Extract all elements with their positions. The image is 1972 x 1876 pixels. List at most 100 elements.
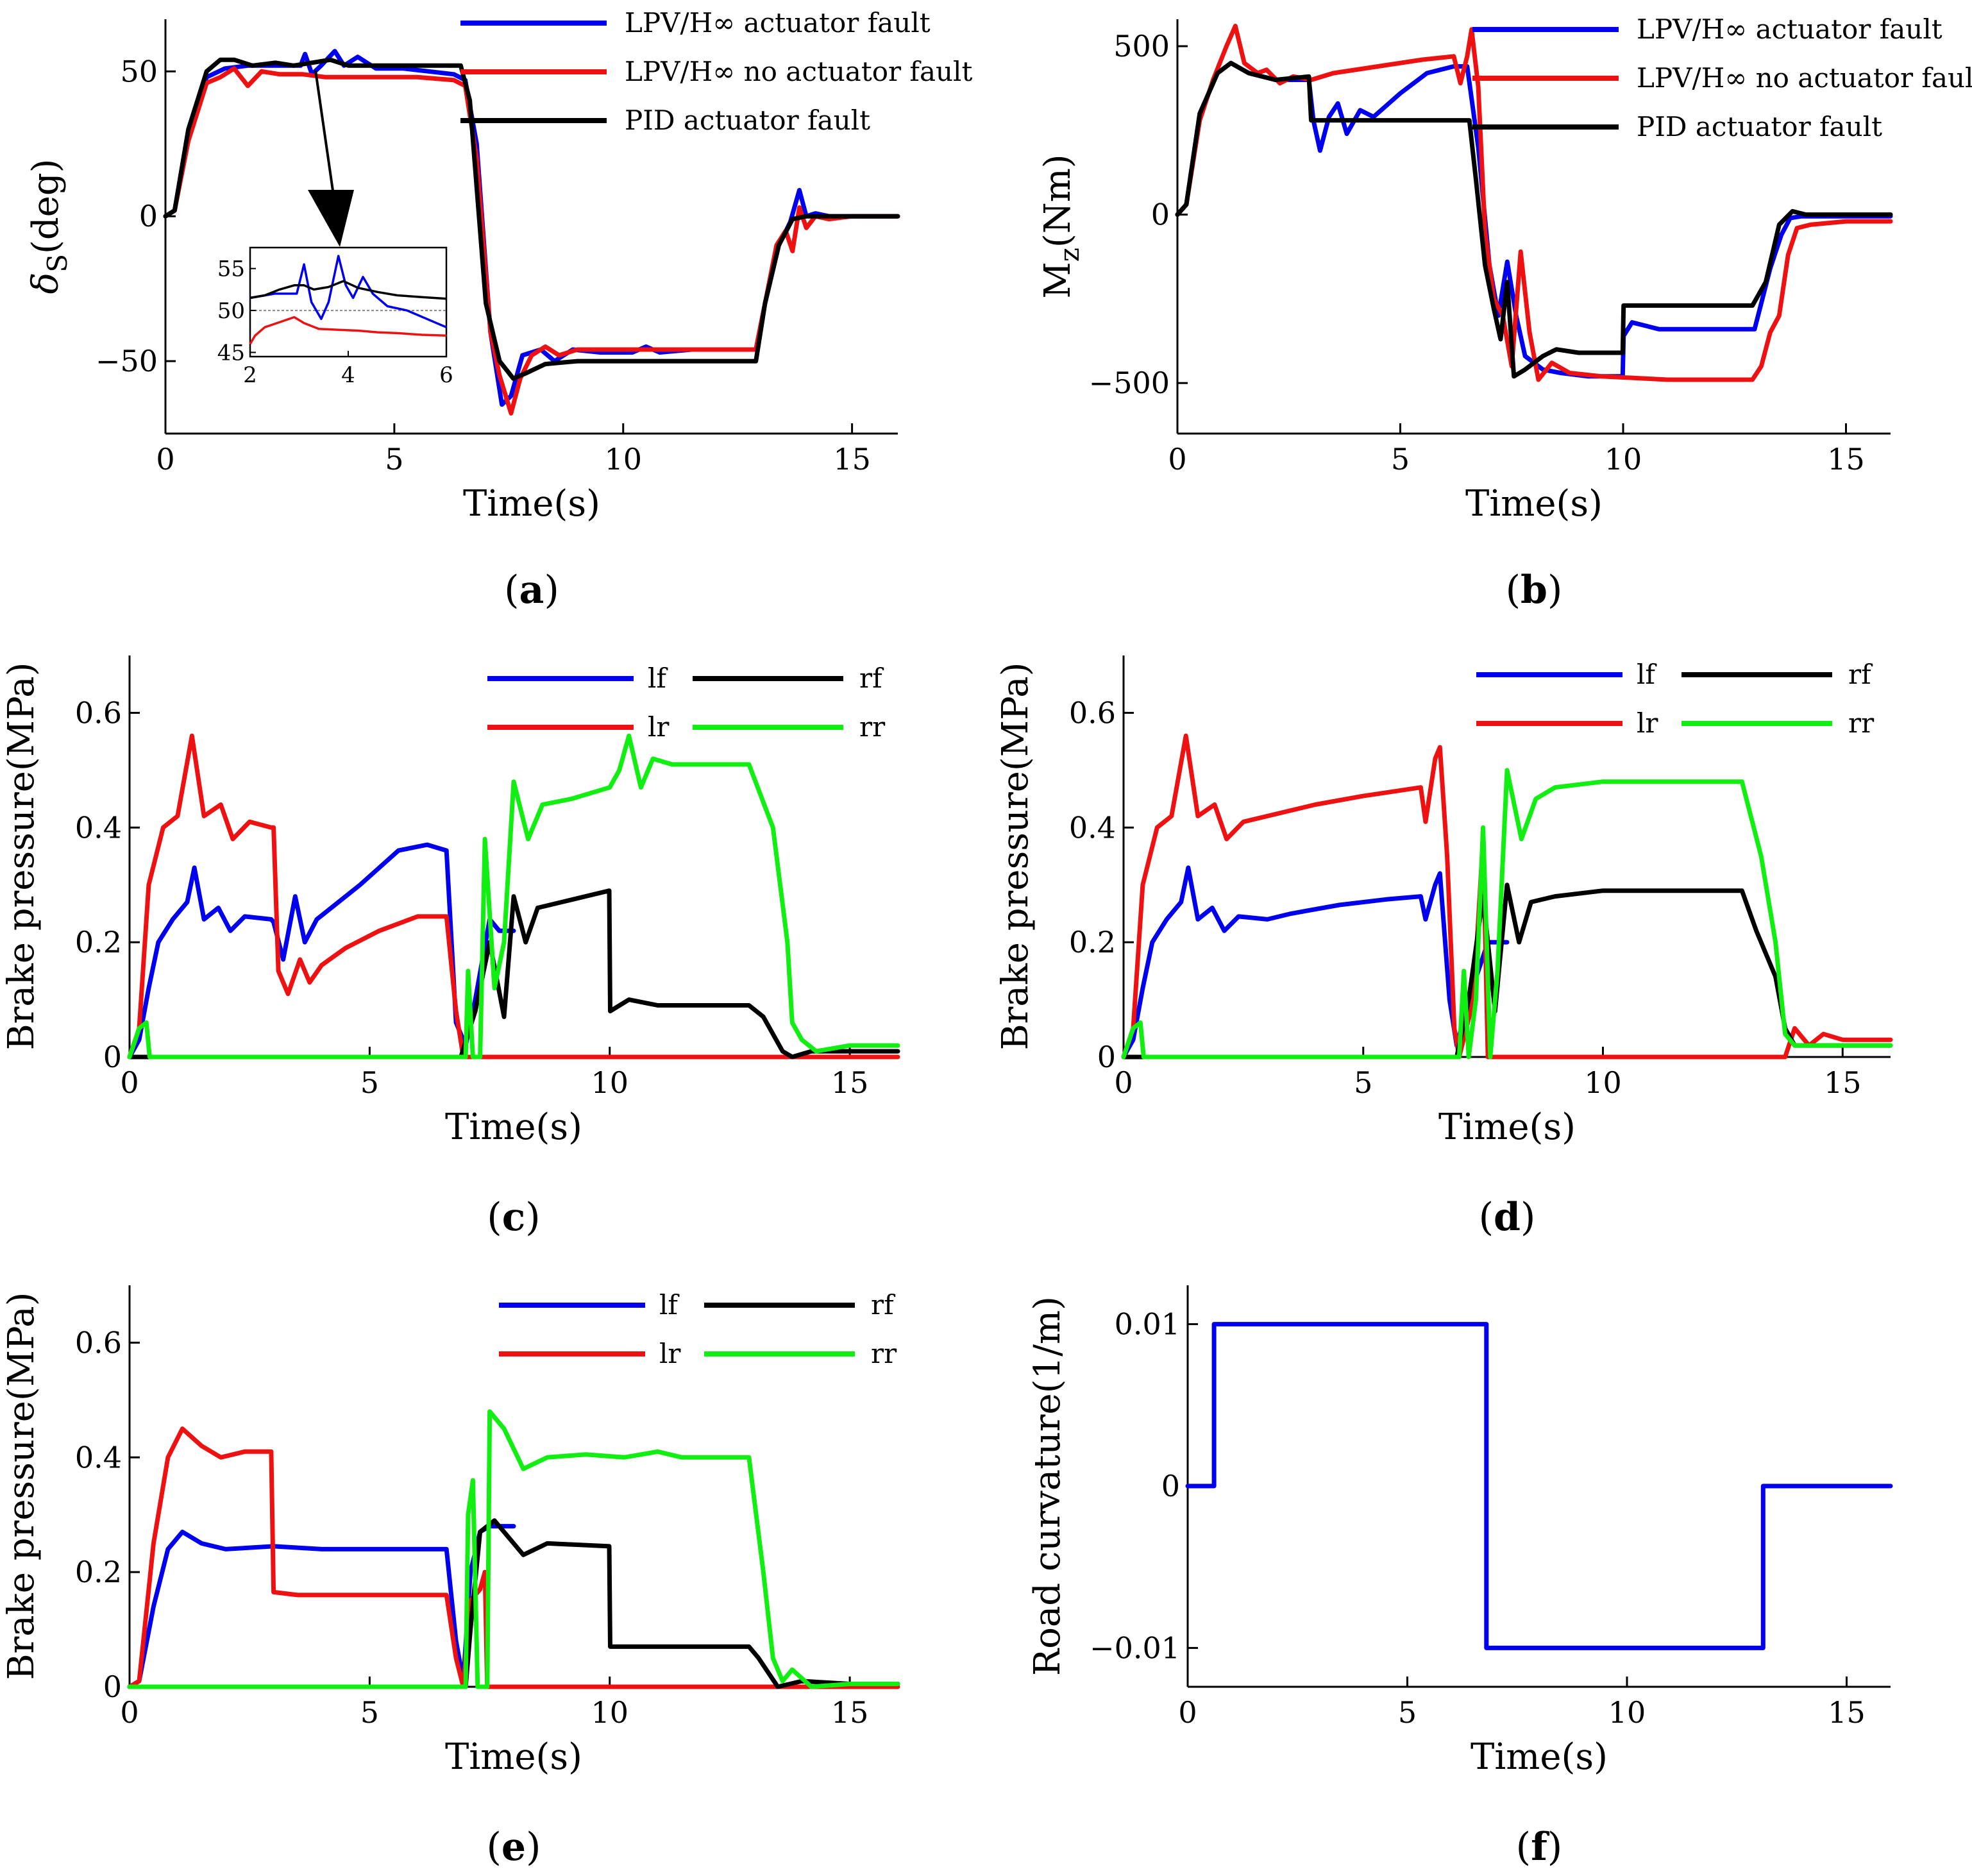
- caption-paren: (: [1479, 1195, 1494, 1240]
- y-tick-label: 0.6: [75, 695, 122, 730]
- series-line-road-curvature: [1185, 1322, 1893, 1650]
- y-axis-label: Brake pressure(MPa): [995, 663, 1036, 1051]
- y-axis-label-unit: (Nm): [1037, 154, 1079, 248]
- legend-label: LPV/H∞ no actuator fault: [1637, 62, 1972, 94]
- inset-x-tick-label: 6: [439, 362, 453, 388]
- series-line-pid-actuator-fault: [163, 57, 900, 381]
- inset-series-line: [249, 316, 447, 345]
- caption-paren: ): [1521, 1195, 1535, 1240]
- series-line-lpv-h-no-actuator-fault: [163, 66, 900, 416]
- caption-paren: ): [525, 1195, 540, 1240]
- legend: lf lr rf rr: [1476, 659, 1875, 739]
- inset-y-tick-label: 45: [217, 340, 245, 366]
- legend: lf lr rf rr: [487, 663, 886, 743]
- legend-label: PID actuator fault: [1637, 111, 1882, 142]
- inset-frame: [249, 246, 448, 358]
- x-tick-label: 5: [1354, 1065, 1372, 1100]
- legend: LPV/H∞ actuator fault LPV/H∞ no actuator …: [460, 7, 972, 136]
- panel-caption: (d): [1479, 1195, 1536, 1240]
- x-axis-label: Time(s): [1438, 1106, 1576, 1148]
- x-tick-label: 10: [591, 1695, 628, 1730]
- legend-label: rf: [1848, 659, 1873, 690]
- caption-paren: (: [486, 1825, 501, 1870]
- y-axis-label: δS(deg): [25, 158, 73, 294]
- y-tick-label: 0: [1151, 198, 1170, 232]
- x-tick-label: 15: [833, 442, 871, 477]
- x-tick-label: 10: [1605, 442, 1642, 477]
- series-line-pid-actuator-fault: [1175, 60, 1893, 379]
- inset-pointer-arrowhead: [308, 190, 354, 247]
- legend-label: rr: [859, 711, 886, 743]
- caption-letter: b: [1521, 568, 1547, 613]
- series-line-rr: [1121, 768, 1893, 1060]
- caption-paren: ): [1547, 568, 1562, 613]
- x-tick-label: 0: [156, 442, 174, 477]
- caption-paren: (: [1506, 568, 1521, 613]
- panel-caption: (c): [487, 1195, 540, 1240]
- y-tick-label: 0.2: [1069, 925, 1116, 959]
- chart-panel-f: 0 5 10 15 −0.01 0 0.01 Time(s) Road curvature(1/…: [1027, 1285, 1893, 1870]
- caption-paren: ): [526, 1825, 541, 1870]
- legend-label: LPV/H∞ actuator fault: [625, 7, 931, 38]
- x-tick-label: 0: [1114, 1065, 1133, 1100]
- x-tick-label: 0: [1178, 1695, 1197, 1730]
- y-tick-label: 0.4: [75, 1440, 122, 1475]
- series-line-rf: [127, 1518, 900, 1689]
- chart-panel-b: 0 5 10 15 −500 0 500 Time(s) Mz(Nm) LPV/H∞ actuat…: [1037, 13, 1972, 613]
- y-tick-label: 0: [103, 1040, 122, 1074]
- y-tick-label: 50: [120, 54, 158, 89]
- legend-label: lf: [648, 663, 668, 694]
- series-line-lf: [1121, 865, 1510, 1060]
- legend: LPV/H∞ actuator fault LPV/H∞ no actuator …: [1472, 13, 1972, 142]
- x-tick-label: 0: [120, 1065, 139, 1100]
- legend-label: rf: [859, 663, 884, 694]
- y-tick-label: 0.4: [75, 810, 122, 845]
- caption-paren: (: [1516, 1825, 1531, 1870]
- y-tick-label: 0: [1097, 1040, 1116, 1074]
- legend-label: lr: [648, 711, 670, 743]
- x-tick-label: 5: [1391, 442, 1410, 477]
- x-axis-label: Time(s): [445, 1736, 582, 1778]
- inset-series-line: [249, 255, 447, 328]
- y-axis-label-sub: z: [1054, 248, 1085, 262]
- inset-pointer-arrow: [314, 70, 336, 205]
- y-tick-label: 0.01: [1115, 1307, 1180, 1342]
- y-tick-label: 0.6: [75, 1325, 122, 1360]
- legend-label: rr: [871, 1338, 897, 1369]
- series-line-lr: [127, 1426, 900, 1689]
- y-tick-label: 0: [103, 1669, 122, 1704]
- x-tick-label: 15: [831, 1695, 869, 1730]
- y-axis-label: Brake pressure(MPa): [1, 1292, 42, 1680]
- x-tick-label: 15: [831, 1065, 869, 1100]
- y-tick-label: 0.2: [75, 925, 122, 959]
- chart-panel-c: 0 5 10 15 0 0.2 0.4 0.6 Time(s) Brake pressure(MP…: [1, 655, 900, 1240]
- caption-letter: e: [501, 1825, 526, 1870]
- x-axis-label: Time(s): [1465, 483, 1603, 525]
- x-tick-label: 10: [1608, 1695, 1646, 1730]
- caption-paren: (: [487, 1195, 501, 1240]
- x-tick-label: 5: [385, 442, 403, 477]
- chart-panel-e: 0 5 10 15 0 0.2 0.4 0.6 Time(s) Brake pressure(MP…: [1, 1285, 900, 1870]
- x-tick-label: 10: [604, 442, 642, 477]
- series-line-rr: [127, 733, 900, 1060]
- x-tick-label: 5: [360, 1695, 379, 1730]
- x-tick-label: 10: [1584, 1065, 1622, 1100]
- x-tick-label: 0: [1168, 442, 1186, 477]
- caption-letter: f: [1531, 1825, 1550, 1870]
- y-axis-label-sub: S: [42, 254, 73, 273]
- y-axis-label: Brake pressure(MPa): [1, 663, 42, 1051]
- inset-x-tick-label: 2: [243, 362, 257, 388]
- caption-letter: a: [519, 568, 544, 613]
- series-line-lr: [1121, 733, 1893, 1060]
- chart-panel-a: 0 5 10 15 −50 0 50 Time(s) δS(deg) LPV/H∞ actuato…: [25, 7, 972, 613]
- y-tick-label: −500: [1089, 366, 1170, 400]
- chart-panel-d: 0 5 10 15 0 0.2 0.4 0.6 Time(s) Brake pressure(MP…: [995, 655, 1893, 1240]
- y-axis-label: Road curvature(1/m): [1027, 1296, 1068, 1676]
- legend-label: lf: [1637, 659, 1657, 690]
- x-tick-label: 15: [1827, 442, 1865, 477]
- panel-caption: (e): [486, 1825, 541, 1870]
- legend-label: rf: [871, 1289, 896, 1321]
- panel-caption: (a): [504, 568, 559, 613]
- caption-letter: d: [1494, 1195, 1521, 1240]
